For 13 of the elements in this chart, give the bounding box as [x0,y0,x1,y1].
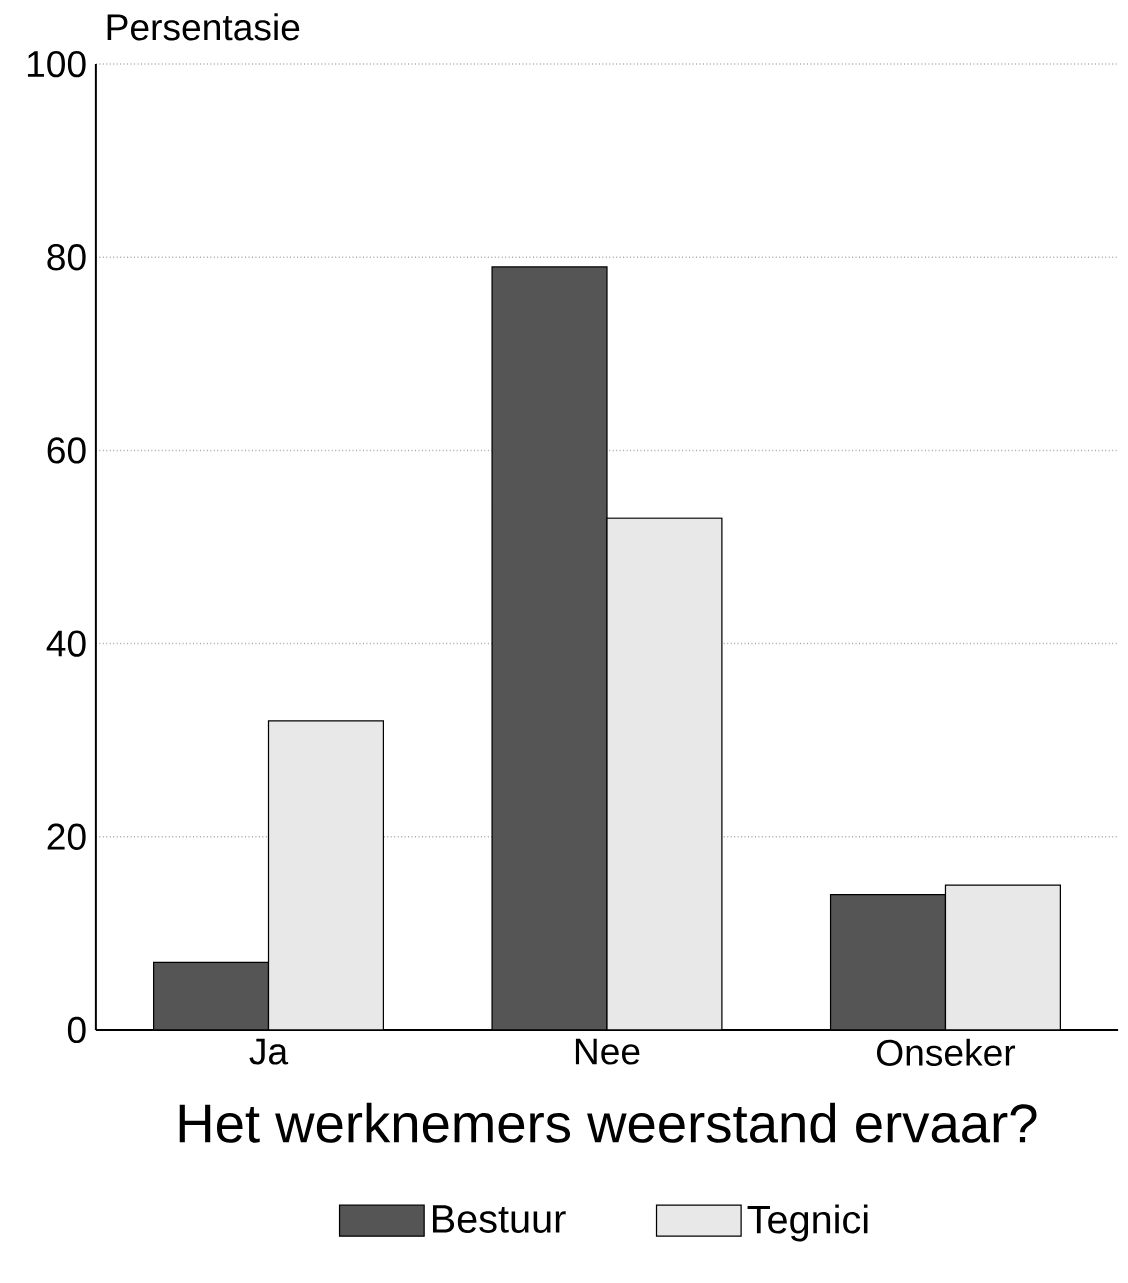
y-tick-label: 40 [46,630,86,657]
y-tick-label: 100 [27,50,86,78]
x-axis-title: Het werknemers weerstand ervaar? [179,1102,1037,1143]
legend-label: Tegnici [747,1204,868,1242]
y-tick-label: 80 [47,244,86,271]
y-tick-label: 0 [67,1016,86,1044]
x-tick-label: Ja [249,1038,289,1065]
y-tick-label: 20 [47,823,86,850]
y-axis-title: Persentasie [107,13,300,41]
y-tick-label: 60 [47,437,86,464]
x-tick-label: Onseker [877,1038,1016,1066]
legend-label: Bestuur [433,1205,566,1233]
x-tick-label: Nee [575,1038,640,1065]
